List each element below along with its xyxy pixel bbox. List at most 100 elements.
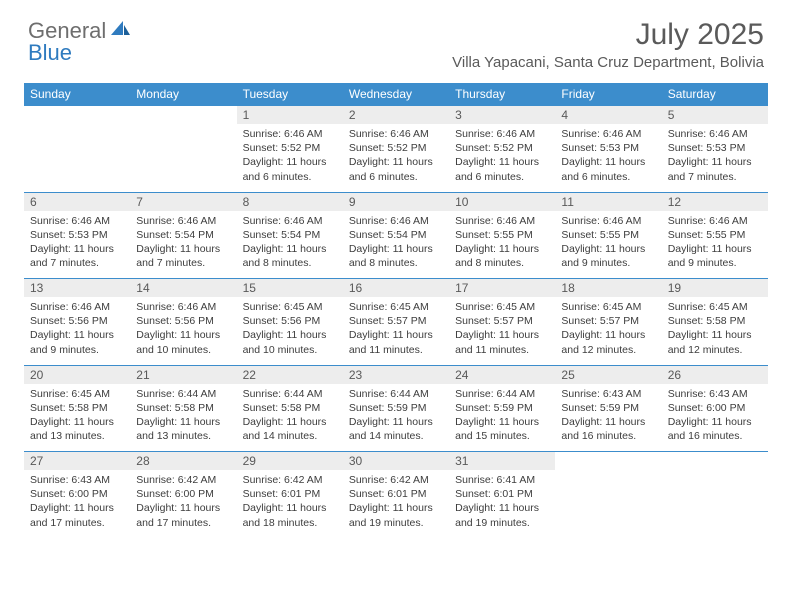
sunrise-text: Sunrise: 6:44 AM	[455, 387, 549, 401]
day-content-cell: Sunrise: 6:43 AMSunset: 6:00 PMDaylight:…	[24, 470, 130, 538]
daylight-text: Daylight: 11 hours and 16 minutes.	[668, 415, 762, 443]
daylight-text: Daylight: 11 hours and 6 minutes.	[243, 155, 337, 183]
sunrise-text: Sunrise: 6:42 AM	[349, 473, 443, 487]
day-content-cell: Sunrise: 6:45 AMSunset: 5:57 PMDaylight:…	[555, 297, 661, 365]
day-content-cell	[662, 470, 768, 538]
sunrise-text: Sunrise: 6:46 AM	[455, 214, 549, 228]
sunrise-text: Sunrise: 6:45 AM	[243, 300, 337, 314]
daylight-text: Daylight: 11 hours and 9 minutes.	[561, 242, 655, 270]
sunset-text: Sunset: 5:57 PM	[349, 314, 443, 328]
sunset-text: Sunset: 5:56 PM	[136, 314, 230, 328]
daylight-text: Daylight: 11 hours and 14 minutes.	[243, 415, 337, 443]
day-number-row: 13141516171819	[24, 279, 768, 298]
day-number-cell: 4	[555, 106, 661, 125]
day-number-cell: 27	[24, 452, 130, 471]
day-content-row: Sunrise: 6:45 AMSunset: 5:58 PMDaylight:…	[24, 384, 768, 452]
day-content-cell: Sunrise: 6:42 AMSunset: 6:00 PMDaylight:…	[130, 470, 236, 538]
sunset-text: Sunset: 5:57 PM	[455, 314, 549, 328]
sunset-text: Sunset: 5:56 PM	[30, 314, 124, 328]
daylight-text: Daylight: 11 hours and 9 minutes.	[30, 328, 124, 356]
sunset-text: Sunset: 5:59 PM	[455, 401, 549, 415]
daylight-text: Daylight: 11 hours and 16 minutes.	[561, 415, 655, 443]
day-number-row: 12345	[24, 106, 768, 125]
sunrise-text: Sunrise: 6:43 AM	[561, 387, 655, 401]
sunrise-text: Sunrise: 6:44 AM	[243, 387, 337, 401]
sunrise-text: Sunrise: 6:44 AM	[349, 387, 443, 401]
sunset-text: Sunset: 6:01 PM	[349, 487, 443, 501]
day-number-cell: 26	[662, 365, 768, 384]
sunrise-text: Sunrise: 6:46 AM	[561, 127, 655, 141]
day-content-cell: Sunrise: 6:46 AMSunset: 5:55 PMDaylight:…	[449, 211, 555, 279]
day-content-cell: Sunrise: 6:46 AMSunset: 5:55 PMDaylight:…	[662, 211, 768, 279]
sunrise-text: Sunrise: 6:43 AM	[668, 387, 762, 401]
day-number-cell: 25	[555, 365, 661, 384]
sunrise-text: Sunrise: 6:46 AM	[668, 127, 762, 141]
sunset-text: Sunset: 5:57 PM	[561, 314, 655, 328]
day-content-cell: Sunrise: 6:43 AMSunset: 6:00 PMDaylight:…	[662, 384, 768, 452]
weekday-header: Monday	[130, 83, 236, 106]
sunset-text: Sunset: 5:52 PM	[455, 141, 549, 155]
day-number-cell	[24, 106, 130, 125]
sunrise-text: Sunrise: 6:45 AM	[561, 300, 655, 314]
daylight-text: Daylight: 11 hours and 10 minutes.	[136, 328, 230, 356]
logo-text-blue: Blue	[28, 40, 72, 65]
day-number-row: 20212223242526	[24, 365, 768, 384]
day-content-cell: Sunrise: 6:46 AMSunset: 5:55 PMDaylight:…	[555, 211, 661, 279]
sunrise-text: Sunrise: 6:45 AM	[349, 300, 443, 314]
day-content-cell: Sunrise: 6:45 AMSunset: 5:57 PMDaylight:…	[449, 297, 555, 365]
day-content-cell: Sunrise: 6:43 AMSunset: 5:59 PMDaylight:…	[555, 384, 661, 452]
month-title: July 2025	[452, 18, 764, 52]
sunrise-text: Sunrise: 6:46 AM	[243, 214, 337, 228]
weekday-header: Friday	[555, 83, 661, 106]
day-content-cell: Sunrise: 6:46 AMSunset: 5:54 PMDaylight:…	[130, 211, 236, 279]
sunset-text: Sunset: 5:53 PM	[668, 141, 762, 155]
day-number-row: 2728293031	[24, 452, 768, 471]
sunset-text: Sunset: 5:53 PM	[30, 228, 124, 242]
sunrise-text: Sunrise: 6:46 AM	[349, 127, 443, 141]
daylight-text: Daylight: 11 hours and 19 minutes.	[455, 501, 549, 529]
day-number-cell: 14	[130, 279, 236, 298]
day-content-cell: Sunrise: 6:45 AMSunset: 5:58 PMDaylight:…	[662, 297, 768, 365]
weekday-header: Wednesday	[343, 83, 449, 106]
daylight-text: Daylight: 11 hours and 13 minutes.	[136, 415, 230, 443]
day-number-cell: 31	[449, 452, 555, 471]
sunset-text: Sunset: 5:56 PM	[243, 314, 337, 328]
daylight-text: Daylight: 11 hours and 11 minutes.	[455, 328, 549, 356]
day-content-cell: Sunrise: 6:44 AMSunset: 5:58 PMDaylight:…	[130, 384, 236, 452]
day-number-cell	[555, 452, 661, 471]
day-number-cell: 2	[343, 106, 449, 125]
day-number-cell: 11	[555, 192, 661, 211]
day-content-cell: Sunrise: 6:46 AMSunset: 5:56 PMDaylight:…	[130, 297, 236, 365]
sunrise-text: Sunrise: 6:46 AM	[455, 127, 549, 141]
day-number-cell: 8	[237, 192, 343, 211]
weekday-header: Sunday	[24, 83, 130, 106]
daylight-text: Daylight: 11 hours and 9 minutes.	[668, 242, 762, 270]
sunset-text: Sunset: 5:54 PM	[136, 228, 230, 242]
day-content-cell: Sunrise: 6:41 AMSunset: 6:01 PMDaylight:…	[449, 470, 555, 538]
sunrise-text: Sunrise: 6:46 AM	[243, 127, 337, 141]
sunset-text: Sunset: 5:55 PM	[561, 228, 655, 242]
sunrise-text: Sunrise: 6:41 AM	[455, 473, 549, 487]
day-content-cell: Sunrise: 6:46 AMSunset: 5:52 PMDaylight:…	[343, 124, 449, 192]
day-content-cell: Sunrise: 6:45 AMSunset: 5:57 PMDaylight:…	[343, 297, 449, 365]
daylight-text: Daylight: 11 hours and 8 minutes.	[455, 242, 549, 270]
page-header: General July 2025 Villa Yapacani, Santa …	[0, 0, 792, 75]
sunset-text: Sunset: 5:55 PM	[668, 228, 762, 242]
sunrise-text: Sunrise: 6:46 AM	[349, 214, 443, 228]
day-number-cell: 7	[130, 192, 236, 211]
weekday-header: Saturday	[662, 83, 768, 106]
sunrise-text: Sunrise: 6:43 AM	[30, 473, 124, 487]
day-content-cell: Sunrise: 6:46 AMSunset: 5:53 PMDaylight:…	[555, 124, 661, 192]
day-content-cell: Sunrise: 6:46 AMSunset: 5:56 PMDaylight:…	[24, 297, 130, 365]
sunset-text: Sunset: 5:58 PM	[668, 314, 762, 328]
day-content-cell: Sunrise: 6:44 AMSunset: 5:59 PMDaylight:…	[343, 384, 449, 452]
sunset-text: Sunset: 5:52 PM	[243, 141, 337, 155]
daylight-text: Daylight: 11 hours and 12 minutes.	[668, 328, 762, 356]
sunset-text: Sunset: 5:55 PM	[455, 228, 549, 242]
day-content-cell: Sunrise: 6:46 AMSunset: 5:52 PMDaylight:…	[237, 124, 343, 192]
sunrise-text: Sunrise: 6:46 AM	[561, 214, 655, 228]
day-number-cell: 23	[343, 365, 449, 384]
day-content-cell: Sunrise: 6:45 AMSunset: 5:58 PMDaylight:…	[24, 384, 130, 452]
day-content-cell	[130, 124, 236, 192]
daylight-text: Daylight: 11 hours and 14 minutes.	[349, 415, 443, 443]
